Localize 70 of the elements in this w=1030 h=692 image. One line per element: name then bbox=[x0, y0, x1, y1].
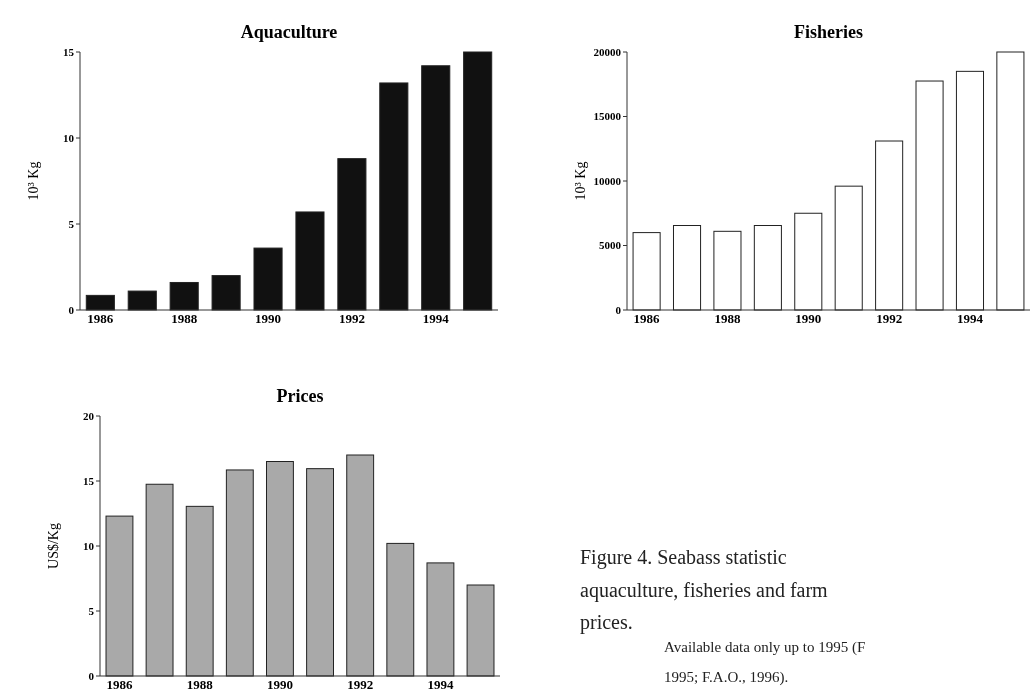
x-tick-label: 1990 bbox=[266, 677, 293, 692]
y-tick-label: 0 bbox=[615, 303, 622, 316]
x-tick-label: 1994 bbox=[427, 677, 454, 692]
text: Available data only up to 1995 (F bbox=[664, 639, 866, 656]
x-tick-label: 1986 bbox=[633, 311, 661, 326]
x-tick-label: 1992 bbox=[347, 677, 374, 692]
y-tick-label: 10 bbox=[83, 539, 95, 552]
text: prices. bbox=[580, 611, 633, 634]
y-tick-label: 15 bbox=[83, 474, 95, 487]
text: aquaculture, fisheries and farm bbox=[580, 579, 829, 602]
bar bbox=[185, 505, 214, 677]
x-tick-label: 1986 bbox=[106, 677, 133, 692]
bar bbox=[169, 281, 199, 311]
y-axis-title: 10³ Kg bbox=[26, 161, 41, 201]
x-tick-label: 1988 bbox=[171, 311, 198, 326]
bar bbox=[834, 185, 863, 311]
y-tick-label: 20 bbox=[83, 409, 95, 422]
bar bbox=[672, 225, 702, 311]
bar bbox=[253, 247, 283, 311]
bar bbox=[421, 65, 451, 311]
y-tick-label: 5 bbox=[68, 217, 75, 230]
y-tick-label: 10 bbox=[63, 131, 75, 144]
caption: Figure 4. Seabass statistic bbox=[580, 546, 787, 569]
bar bbox=[955, 70, 985, 311]
x-tick-label: 1988 bbox=[714, 311, 741, 326]
x-tick-label: 1992 bbox=[338, 311, 365, 326]
y-tick-label: 5 bbox=[88, 604, 95, 617]
bar bbox=[211, 275, 241, 311]
y-tick-label: 5000 bbox=[599, 239, 622, 252]
y-axis-title: US$/Kg bbox=[46, 523, 61, 569]
bar bbox=[145, 483, 174, 677]
bar bbox=[463, 51, 493, 311]
y-tick-label: 20000 bbox=[593, 45, 622, 58]
y-tick-label: 15000 bbox=[593, 110, 622, 123]
bar bbox=[875, 140, 904, 311]
bar bbox=[915, 80, 944, 311]
x-tick-label: 1990 bbox=[255, 311, 282, 326]
x-tick-label: 1986 bbox=[87, 311, 114, 326]
bar bbox=[466, 584, 495, 677]
bar bbox=[105, 515, 134, 677]
bar bbox=[337, 158, 367, 311]
x-tick-label: 1994 bbox=[956, 311, 984, 326]
chart-title: Aquaculture bbox=[240, 22, 338, 42]
bar bbox=[306, 468, 334, 677]
bar bbox=[266, 461, 294, 677]
bar bbox=[713, 230, 742, 311]
bar bbox=[996, 51, 1025, 311]
text: 1995; F.A.O., 1996). bbox=[664, 669, 789, 686]
bar bbox=[85, 294, 115, 311]
x-tick-label: 1988 bbox=[186, 677, 214, 692]
y-tick-label: 0 bbox=[68, 303, 75, 316]
bar bbox=[127, 290, 157, 311]
chart-title: Prices bbox=[276, 386, 324, 406]
bar bbox=[426, 562, 455, 677]
bar bbox=[379, 82, 409, 311]
y-tick-label: 15 bbox=[63, 45, 75, 58]
bar bbox=[753, 225, 782, 311]
bar bbox=[386, 542, 415, 677]
x-tick-label: 1990 bbox=[795, 311, 822, 326]
bar bbox=[346, 454, 375, 677]
x-tick-label: 1992 bbox=[876, 311, 903, 326]
y-tick-label: 10000 bbox=[593, 174, 622, 187]
y-tick-label: 0 bbox=[88, 669, 95, 682]
y-axis-title: 10³ Kg bbox=[573, 161, 588, 201]
bar bbox=[225, 469, 254, 677]
chart-title: Fisheries bbox=[794, 22, 863, 42]
bar bbox=[632, 232, 661, 311]
bar bbox=[295, 211, 325, 311]
bar bbox=[794, 212, 823, 311]
x-tick-label: 1994 bbox=[422, 311, 450, 326]
